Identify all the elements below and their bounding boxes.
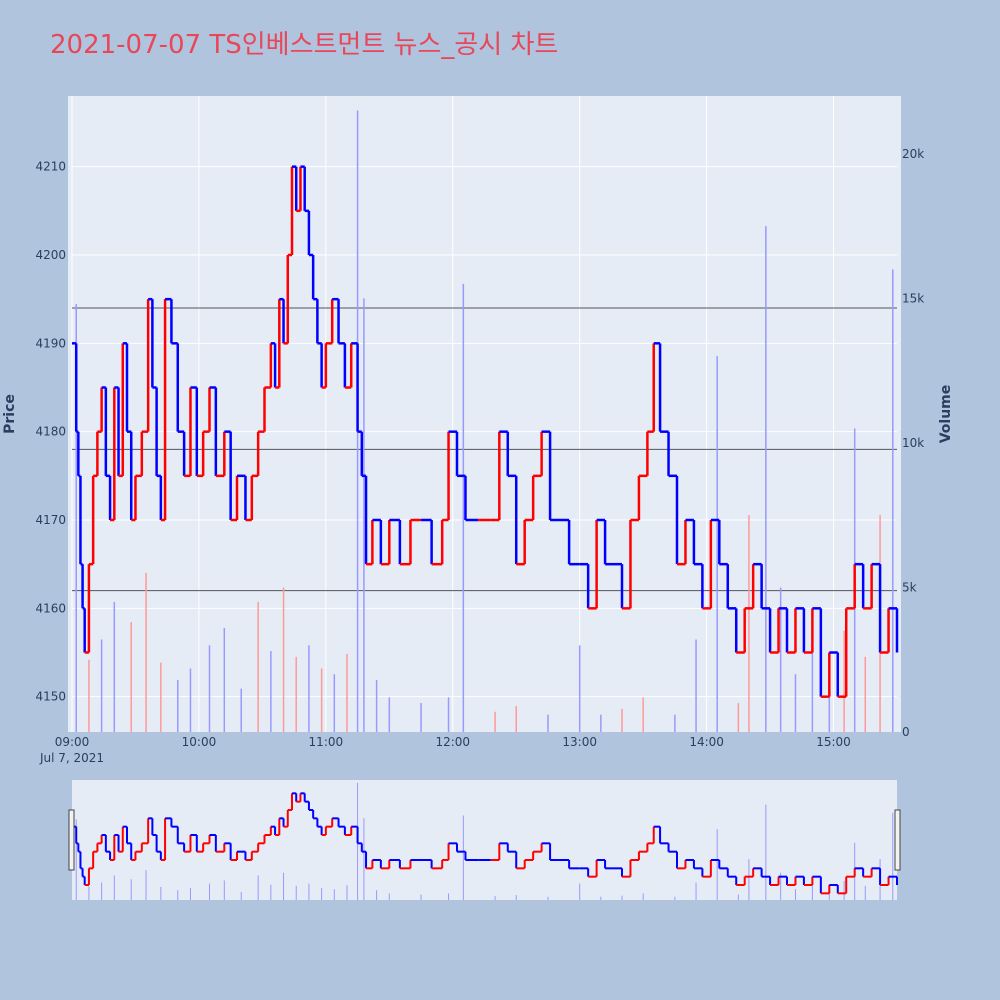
y2-axis-title: Volume (938, 385, 954, 444)
y-tick-label: 4200 (35, 248, 66, 262)
x-tick-label: 15:00 (816, 735, 851, 749)
y-tick-label: 4180 (35, 425, 66, 439)
x-tick-label: 11:00 (309, 735, 344, 749)
x-axis-date-label: Jul 7, 2021 (39, 751, 104, 765)
x-tick-label: 12:00 (435, 735, 470, 749)
y2-tick-label: 5k (902, 580, 917, 594)
y2-tick-label: 15k (902, 291, 924, 305)
y-tick-label: 4150 (35, 690, 66, 704)
rangeslider-left-handle[interactable] (68, 809, 75, 871)
rangeslider-right-handle[interactable] (894, 809, 901, 871)
y2-tick-label: 20k (902, 147, 924, 161)
y2-tick-label: 10k (902, 436, 924, 450)
chart-title: 2021-07-07 TS인베스트먼트 뉴스_공시 차트 (50, 30, 559, 60)
y2-tick-label: 0 (902, 725, 910, 739)
y-tick-label: 4170 (35, 513, 66, 527)
y-axis-title: Price (2, 394, 18, 434)
x-tick-label: 10:00 (182, 735, 217, 749)
y-tick-label: 4210 (35, 160, 66, 174)
rangeslider-background (72, 780, 897, 900)
y-tick-label: 4190 (35, 336, 66, 350)
x-tick-label: 13:00 (562, 735, 597, 749)
plot-background (68, 96, 901, 732)
x-tick-label: 14:00 (689, 735, 724, 749)
x-tick-label: 09:00 (55, 735, 90, 749)
y-tick-label: 4160 (35, 601, 66, 615)
